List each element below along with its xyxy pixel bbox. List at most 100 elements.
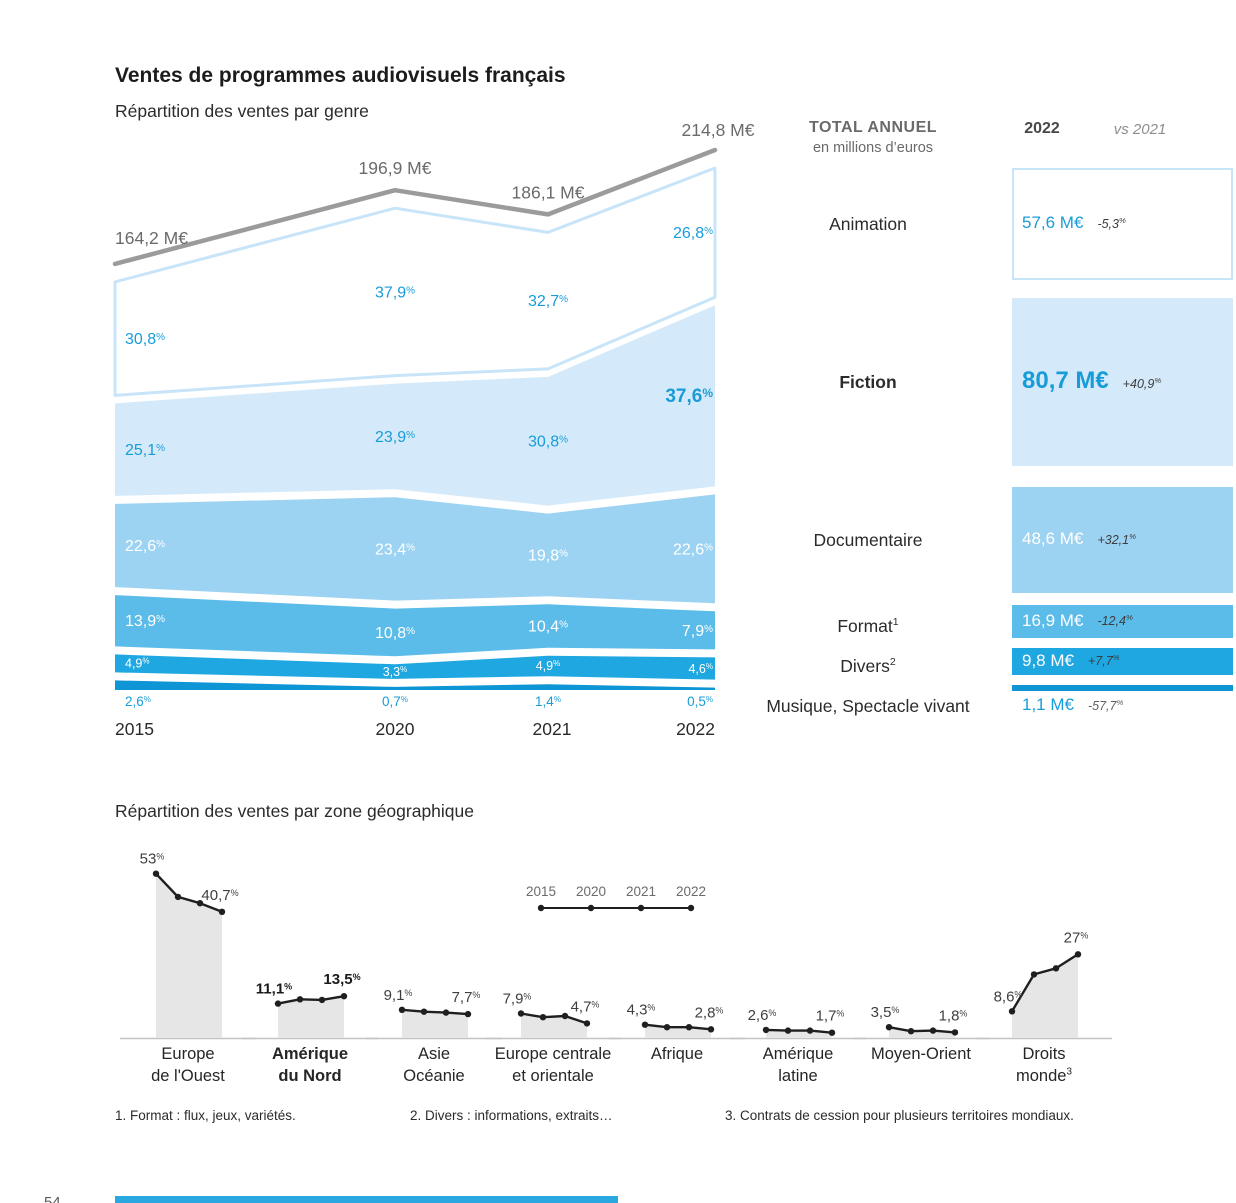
- region-label-droits-monde: Droits monde3: [962, 1043, 1126, 1088]
- region-dot-2020: [539, 1014, 547, 1021]
- percent-sign: %: [1112, 653, 1120, 663]
- region-svg-asie-oceanie: 9,1% 7,7%: [366, 987, 502, 1040]
- region-last-value-moyen-orient: 1,8%: [939, 1007, 968, 1024]
- pct-label-format-2021: 10,4%: [528, 618, 568, 635]
- genre-label-divers: Divers2: [840, 655, 896, 676]
- total-label-2022: 214,8 M€: [682, 120, 755, 140]
- region-dot-2022: [707, 1026, 715, 1033]
- region-first-value-asie-oceanie: 9,1%: [384, 987, 413, 1004]
- region-label-line: Asie: [417, 1045, 451, 1063]
- region-dot-2020: [784, 1027, 792, 1034]
- region-label-amerique-latine: Amérique latine: [716, 1043, 880, 1088]
- panel-box-format: [1012, 605, 1233, 638]
- region-svg-afrique: 4,3% 2,8%: [609, 1002, 745, 1040]
- region-dot-2022: [340, 993, 348, 1000]
- region-line-asie-oceanie: [401, 1008, 469, 1016]
- genre-stacked-area-chart: 164,2 M€ 196,9 M€ 186,1 M€ 214,8 M€ 30,8% 37,…: [112, 120, 755, 739]
- geo-section-title: Répartition des ventes par zone géograph…: [115, 801, 474, 821]
- region-dot-2020: [420, 1008, 428, 1015]
- panel-box-divers: [1012, 648, 1233, 675]
- pct-label-fiction-2020: 23,9%: [375, 429, 415, 446]
- region-last-value-amerique-du-nord: 13,5%: [323, 971, 360, 988]
- region-label-moyen-orient: Moyen-Orient: [839, 1043, 1003, 1065]
- panel-value-animation: 57,6 M€: [1022, 213, 1084, 232]
- region-chart-droits-monde: 8,6% 27% Droits monde3: [976, 835, 1112, 1085]
- region-dot-2015: [1008, 1008, 1016, 1015]
- panel-vs-change-musique-spectacle-vivant: -57,7%: [1087, 697, 1124, 713]
- region-label-line: de l'Ouest: [151, 1067, 225, 1086]
- region-dot-2015: [762, 1026, 770, 1034]
- panel-column-2022: 2022: [1024, 120, 1060, 137]
- percent-sign: %: [1154, 375, 1162, 385]
- region-chart-afrique: 4,3% 2,8% Afrique: [609, 835, 745, 1063]
- pct-label-divers-2022: 4,6%: [688, 662, 713, 676]
- footnote-marker: 2: [889, 655, 896, 668]
- region-line-europe-de-l-ouest: [155, 872, 223, 913]
- area-band-fiction: [115, 305, 715, 506]
- percent-sign: %: [1129, 531, 1136, 541]
- region-dot-2021: [1052, 965, 1060, 972]
- panel-value-documentaire: 48,6 M€: [1022, 529, 1084, 548]
- region-chart-europe-de-l-ouest: 53% 40,7% Europe de l'Ouest: [120, 835, 256, 1085]
- region-line-amerique-du-nord: [277, 995, 345, 1005]
- pct-label-animation-2020: 37,9%: [375, 284, 415, 301]
- panel-vs-change-divers: +7,7%: [1087, 653, 1120, 669]
- page-title: Ventes de programmes audiovisuels frança…: [115, 64, 566, 87]
- pct-label-animation-2022: 26,8%: [673, 225, 713, 242]
- panel-vs-change-fiction: +40,9%: [1122, 375, 1162, 391]
- legend-year-2022: 2022: [676, 884, 706, 899]
- pct-label-divers-2021: 4,9%: [536, 659, 561, 673]
- panel-values-musique-spectacle-vivant: 1,1 M€ -57,7%: [1022, 695, 1123, 715]
- x-axis-label-2015: 2015: [115, 719, 154, 739]
- pct-label-format-2022: 7,9%: [682, 623, 713, 640]
- panel-box-musique-spectacle-vivant: [1012, 685, 1233, 691]
- region-first-value-droits-monde: 8,6%: [994, 988, 1023, 1005]
- genre-label-musique-spectacle-vivant: Musique, Spectacle vivant: [766, 696, 970, 716]
- region-dot-2015: [517, 1010, 525, 1017]
- pct-label-fiction-2022: 37,6%: [665, 386, 713, 407]
- pct-label-fiction-2015: 25,1%: [125, 442, 165, 459]
- region-label-line: monde3: [1016, 1066, 1072, 1086]
- panel-box-documentaire: [1012, 487, 1233, 593]
- total-label-2021: 186,1 M€: [512, 182, 585, 202]
- x-axis-label-2021: 2021: [533, 719, 572, 739]
- pct-label-documentaire-2022: 22,6%: [673, 541, 713, 558]
- panel-vs-change-animation: -5,3%: [1097, 215, 1126, 231]
- region-area-moyen-orient: [889, 1027, 955, 1038]
- region-dot-2021: [929, 1027, 937, 1034]
- pct-label-musique-spectacle-vivant-2020: 0,7%: [382, 694, 408, 709]
- region-area-asie-oceanie: [402, 1009, 468, 1038]
- region-svg-droits-monde: 8,6% 27%: [976, 929, 1112, 1040]
- region-dot-2022: [1074, 951, 1082, 958]
- panel-box-animation: [1012, 168, 1233, 280]
- panel-values-animation: 57,6 M€ -5,3%: [1022, 213, 1126, 233]
- genre-label-documentaire: Documentaire: [813, 530, 923, 550]
- pct-label-animation-2015: 30,8%: [125, 331, 165, 348]
- legend-year-2015: 2015: [526, 884, 556, 899]
- region-first-value-afrique: 4,3%: [627, 1002, 656, 1019]
- region-label-line: Europe: [161, 1045, 215, 1063]
- region-last-value-droits-monde: 27%: [1064, 929, 1089, 946]
- region-line-amerique-latine: [765, 1028, 833, 1034]
- region-label-afrique: Afrique: [595, 1043, 759, 1065]
- panel-values-format: 16,9 M€ -12,4%: [1022, 611, 1133, 631]
- pct-label-format-2015: 13,9%: [125, 613, 165, 630]
- pct-label-divers-2020: 3,3%: [383, 665, 408, 679]
- region-area-amerique-du-nord: [278, 996, 344, 1038]
- panel-values-divers: 9,8 M€ +7,7%: [1022, 651, 1120, 671]
- region-label-line: Amérique: [762, 1045, 834, 1063]
- pct-label-divers-2015: 4,9%: [125, 657, 150, 671]
- region-chart-asie-oceanie: 9,1% 7,7% Asie Océanie: [366, 835, 502, 1085]
- region-svg-europe-centrale-et-orientale: 7,9% 4,7%: [485, 991, 621, 1040]
- pct-label-documentaire-2020: 23,4%: [375, 541, 415, 558]
- genre-label-animation: Animation: [829, 214, 907, 234]
- region-dot-2021: [196, 900, 204, 907]
- region-last-value-amerique-latine: 1,7%: [816, 1008, 845, 1025]
- genre-chart-subtitle: Répartition des ventes par genre: [115, 101, 369, 121]
- region-first-value-moyen-orient: 3,5%: [871, 1004, 900, 1021]
- footnote-3: 3. Contrats de cession pour plusieurs te…: [725, 1108, 1074, 1123]
- region-dot-2015: [152, 870, 160, 877]
- region-dot-2015: [398, 1006, 406, 1013]
- region-label-europe-centrale-et-orientale: Europe centrale et orientale: [471, 1043, 635, 1088]
- region-dot-2022: [828, 1029, 836, 1036]
